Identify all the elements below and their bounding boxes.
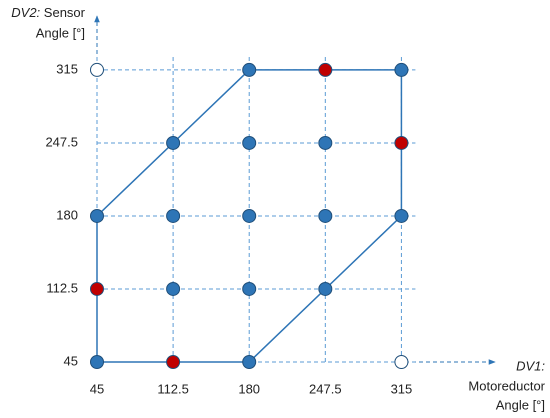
y-label: DV2: Sensor	[11, 5, 85, 20]
y-tick-label: 247.5	[45, 134, 78, 149]
y-tick-label: 180	[56, 207, 78, 222]
x-tick-label: 180	[238, 381, 260, 396]
point	[394, 135, 409, 150]
point	[394, 355, 409, 369]
x-tick-label: 247.5	[309, 381, 342, 396]
point	[242, 281, 257, 296]
y-label-line: Angle [°]	[36, 25, 85, 40]
point	[242, 355, 257, 369]
point	[90, 281, 104, 296]
point	[318, 62, 333, 77]
y-tick-label: 315	[56, 61, 78, 76]
point	[318, 208, 333, 223]
y-label-prefix: DV2:	[11, 5, 40, 20]
x-tick-label: 45	[90, 381, 104, 396]
point	[90, 208, 104, 223]
point	[394, 208, 409, 223]
point	[394, 62, 409, 77]
point	[318, 281, 333, 296]
point	[242, 62, 257, 77]
x-label-prefix: DV1:	[516, 358, 545, 373]
y-label-line: Sensor	[44, 5, 86, 20]
point	[166, 281, 181, 296]
point	[166, 355, 181, 369]
x-label-line: Motoreductor	[468, 378, 545, 393]
x-tick-label: 112.5	[157, 381, 189, 396]
y-tick-label: 112.5	[46, 280, 78, 295]
point	[242, 135, 257, 150]
y-tick-label: 45	[64, 353, 78, 368]
x-tick-label: 315	[391, 381, 413, 396]
x-label-line: Angle [°]	[496, 397, 545, 412]
point	[166, 135, 181, 150]
point	[318, 135, 333, 150]
point	[90, 355, 104, 369]
point	[242, 208, 257, 223]
point	[90, 62, 104, 77]
point	[166, 208, 181, 223]
